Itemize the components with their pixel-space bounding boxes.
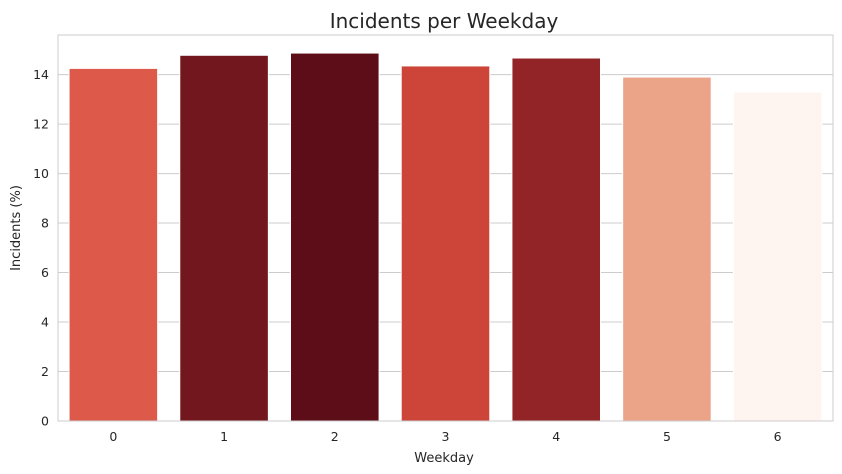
y-tick-label: 8 — [41, 216, 49, 231]
bars — [68, 52, 823, 422]
plot-frame — [57, 34, 834, 422]
y-tick-label: 2 — [41, 364, 49, 379]
bar-3 — [400, 65, 491, 422]
x-tick-label: 4 — [552, 429, 560, 444]
bar-6 — [732, 91, 823, 422]
y-tick-label: 6 — [41, 265, 49, 280]
chart-title: Incidents per Weekday — [330, 9, 559, 33]
bar-0 — [68, 67, 159, 422]
bar-4 — [511, 57, 601, 422]
y-tick-label: 0 — [41, 414, 49, 429]
y-tick-label: 10 — [33, 166, 49, 181]
x-tick-label: 0 — [109, 429, 117, 444]
x-tick-label: 2 — [331, 429, 339, 444]
bar-2 — [290, 52, 380, 422]
y-axis-label: Incidents (%) — [9, 185, 24, 271]
x-tick-label: 1 — [220, 429, 228, 444]
bar-1 — [179, 54, 269, 422]
bar-5 — [622, 76, 712, 422]
y-tick-label: 12 — [33, 117, 49, 132]
x-tick-label: 5 — [663, 429, 671, 444]
x-axis-label: Weekday — [414, 451, 474, 466]
x-tick-labels: 0 1 2 3 4 5 6 — [109, 429, 781, 444]
y-tick-label: 14 — [33, 67, 49, 82]
y-tick-label: 4 — [41, 315, 49, 330]
x-tick-label: 6 — [774, 429, 782, 444]
x-tick-label: 3 — [442, 429, 450, 444]
y-tick-labels: 0 2 4 6 8 10 12 14 — [33, 67, 49, 428]
